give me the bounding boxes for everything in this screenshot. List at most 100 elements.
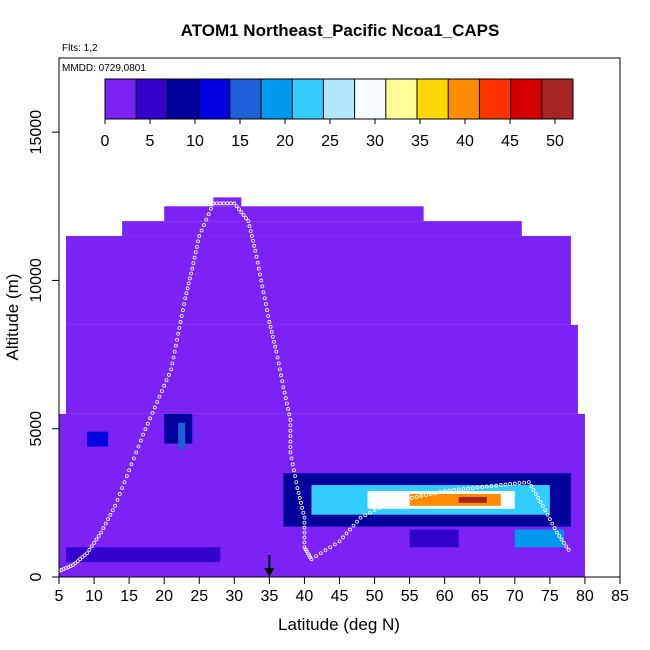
track-point <box>204 217 209 222</box>
track-point <box>405 497 410 501</box>
heatmap-cell <box>409 529 459 548</box>
x-tick-label: 80 <box>576 588 594 605</box>
track-point <box>475 485 480 490</box>
track-point <box>538 499 543 504</box>
track-point <box>179 314 184 318</box>
track-point <box>184 291 189 296</box>
track-point <box>248 229 253 233</box>
track-point <box>282 390 287 395</box>
y-tick-label: 10000 <box>28 258 45 303</box>
track-point <box>266 314 271 318</box>
track-point <box>254 254 259 259</box>
colorbar <box>104 78 574 120</box>
track-point <box>281 385 286 390</box>
x-axis: 5 10 15 20 25 30 35 40 45 50 55 60 65 70 75 80 85 <box>55 577 629 605</box>
y-tick-label: 15000 <box>28 110 45 155</box>
heatmap-cell <box>514 529 564 548</box>
track-point <box>386 500 391 505</box>
track-point <box>391 499 396 504</box>
flight-track-points <box>57 201 571 573</box>
track-point <box>237 207 241 212</box>
track-point <box>273 344 278 349</box>
track-point <box>452 488 456 492</box>
y-tick-label: 5000 <box>28 411 45 447</box>
track-point <box>285 401 289 406</box>
track-point <box>239 210 244 215</box>
track-point <box>410 496 414 500</box>
track-point <box>554 530 559 535</box>
track-point <box>302 535 307 540</box>
track-point <box>287 412 292 417</box>
track-point <box>351 523 356 528</box>
track-point <box>382 503 386 508</box>
colorbar-tick-label: 40 <box>456 133 474 150</box>
x-tick-label: 45 <box>331 588 349 605</box>
track-point <box>169 367 174 372</box>
track-point <box>260 284 265 289</box>
track-point <box>101 526 106 530</box>
track-point <box>341 535 345 540</box>
track-point <box>433 491 438 495</box>
track-point <box>275 355 280 360</box>
track-point <box>302 525 307 530</box>
track-point <box>489 484 494 488</box>
track-point <box>288 445 293 449</box>
track-point <box>288 428 293 433</box>
track-point <box>547 517 552 522</box>
colorbar-segment <box>354 79 387 119</box>
track-point <box>113 503 117 508</box>
track-point <box>559 537 564 542</box>
track-point <box>274 349 279 354</box>
track-point <box>136 444 141 449</box>
track-point <box>152 405 157 410</box>
colorbar-segment <box>105 79 137 119</box>
track-point <box>255 260 260 265</box>
colorbar-segment <box>136 79 168 119</box>
track-point <box>115 497 120 502</box>
colorbar-segment <box>385 79 418 119</box>
track-point <box>348 527 352 532</box>
track-point <box>288 417 293 422</box>
track-point <box>377 505 382 510</box>
track-point <box>289 456 294 461</box>
track-point <box>484 484 489 489</box>
track-point <box>124 474 129 479</box>
track-point <box>268 324 273 329</box>
track-point <box>293 474 297 479</box>
track-point <box>302 540 307 545</box>
track-point <box>246 219 251 224</box>
x-tick-label: 20 <box>155 588 173 605</box>
colorbar-tick-label: 0 <box>101 133 110 150</box>
track-point <box>396 498 400 503</box>
track-point <box>272 339 276 344</box>
track-point <box>270 334 275 339</box>
y-axis-label: Altitude (m) <box>3 274 22 361</box>
track-point <box>148 416 153 421</box>
track-point <box>355 519 359 524</box>
track-point <box>277 367 282 372</box>
track-point <box>120 486 125 490</box>
track-point <box>195 244 199 249</box>
track-point <box>286 407 290 411</box>
track-point <box>557 534 562 538</box>
colorbar-tick-label: 45 <box>501 133 519 150</box>
colorbar-tick-label: 35 <box>411 133 429 150</box>
track-point <box>187 276 192 281</box>
track-point <box>75 559 80 564</box>
track-point <box>498 483 503 487</box>
track-point <box>110 508 115 513</box>
track-point <box>155 400 160 404</box>
track-point <box>225 201 230 206</box>
track-point <box>262 296 267 301</box>
latitude-marker-arrow <box>264 555 275 577</box>
track-point <box>87 547 92 552</box>
x-tick-label: 70 <box>506 588 524 605</box>
track-point <box>178 320 183 324</box>
flights-annotation: Flts: 1,2 <box>62 43 98 54</box>
altitude-latitude-field <box>59 197 585 577</box>
track-point <box>173 343 178 348</box>
colorbar-segment <box>417 79 449 119</box>
track-point <box>302 515 307 520</box>
track-point <box>526 480 531 484</box>
